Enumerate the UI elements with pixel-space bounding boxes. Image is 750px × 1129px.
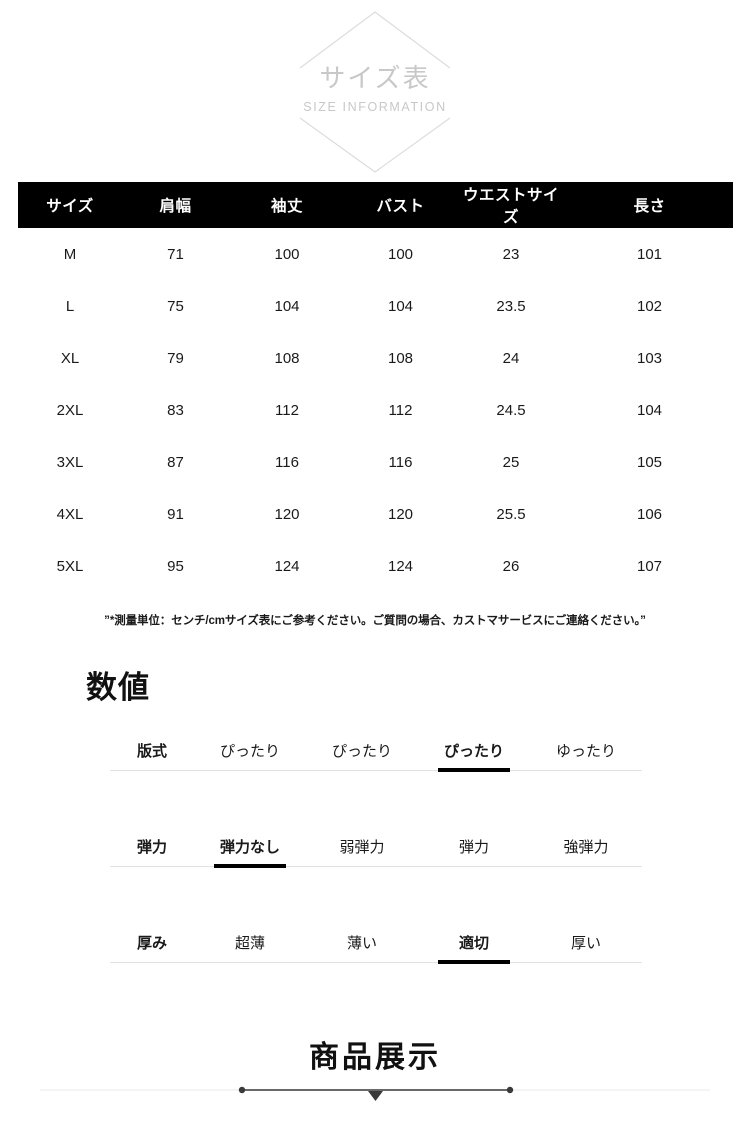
size-value-cell: 100	[274, 245, 300, 263]
size-value-cell: 26	[502, 557, 520, 575]
size-value-cell: 95	[167, 557, 184, 575]
size-value-cell: 24.5	[496, 401, 526, 419]
attribute-option[interactable]: 弱弾力	[339, 839, 385, 856]
size-value-cell: 71	[167, 245, 184, 263]
size-label-cell: 4XL	[56, 505, 84, 523]
size-value-cell: 100	[387, 245, 414, 263]
attribute-options: 厚み 超薄 薄い 適切 厚い	[110, 922, 642, 958]
size-value-cell: 105	[636, 453, 663, 471]
size-value-cell: 124	[387, 557, 414, 575]
attribute-option[interactable]: ぴったり	[331, 743, 392, 760]
numeric-attribute-block: 版式 ぴったり ぴったり ぴったり ゆったり弾力 弾力なし 弱弾力 弾力 強弾力厚み 超薄 薄い 適切…	[110, 730, 642, 1018]
attribute-row-divider	[110, 962, 642, 963]
size-table: サイズ 肩幅 袖丈 バスト ウエストサイズ 長さ M 71 100 100 23 101 L 75 104…	[18, 182, 733, 592]
attribute-row: 厚み 超薄 薄い 適切 厚い	[110, 922, 642, 1018]
size-value-cell: 103	[636, 349, 663, 367]
size-value-cell: 104	[274, 297, 300, 315]
attribute-options: 版式 ぴったり ぴったり ぴったり ゆったり	[110, 730, 642, 766]
size-value-cell: 25.5	[496, 505, 526, 523]
attribute-label: 厚み	[136, 935, 167, 952]
size-value-cell: 120	[387, 505, 414, 523]
table-row: 3XL 87 116 116 25 105	[18, 436, 733, 488]
attribute-option[interactable]: ぴったり	[219, 743, 280, 760]
attribute-option[interactable]: ゆったり	[555, 743, 616, 760]
attribute-row: 版式 ぴったり ぴったり ぴったり ゆったり	[110, 730, 642, 826]
size-value-cell: 108	[274, 349, 300, 367]
size-value-cell: 101	[636, 245, 663, 263]
size-value-cell: 91	[167, 505, 184, 523]
attribute-row-divider	[110, 866, 642, 867]
size-table-col-header: 長さ	[633, 198, 666, 215]
table-row: XL 79 108 108 24 103	[18, 332, 733, 384]
size-value-cell: 87	[167, 453, 184, 471]
attribute-option[interactable]: 厚い	[570, 935, 601, 952]
product-display-title: 商品展示	[309, 1041, 441, 1074]
size-value-cell: 112	[275, 401, 299, 419]
size-table-col-header: サイズ	[46, 198, 94, 215]
size-value-cell: 102	[636, 297, 663, 315]
size-label-cell: 2XL	[56, 401, 84, 419]
diamond-outline-icon	[299, 11, 451, 173]
size-value-cell: 112	[388, 401, 413, 419]
size-value-cell: 107	[636, 557, 663, 575]
size-value-cell: 116	[275, 453, 299, 471]
size-value-cell: 23.5	[496, 297, 526, 315]
size-value-cell: 79	[167, 349, 184, 367]
attribute-row: 弾力 弾力なし 弱弾力 弾力 強弾力	[110, 826, 642, 922]
attribute-option-selected[interactable]: 弾力なし	[194, 836, 306, 862]
size-value-cell: 24	[502, 349, 520, 367]
table-row: M 71 100 100 23 101	[18, 228, 733, 280]
table-row: 4XL 91 120 120 25.5 106	[18, 488, 733, 540]
attribute-option[interactable]: 弾力	[458, 839, 489, 856]
attribute-option[interactable]: 超薄	[234, 935, 265, 952]
attribute-label: 弾力	[136, 839, 167, 856]
numeric-section-heading: 数値	[86, 670, 150, 705]
attribute-option-selected[interactable]: 適切	[418, 932, 530, 958]
decorative-divider-icon	[40, 1086, 710, 1101]
attribute-option[interactable]: 薄い	[346, 935, 377, 952]
size-table-footnote: ”*測量単位：センチ/cmサイズ表にご参考ください。ご質問の場合、カストマサービ…	[104, 615, 646, 627]
size-table-col-header: 袖丈	[270, 198, 303, 215]
size-label-cell: 3XL	[56, 453, 84, 471]
size-value-cell: 25	[502, 453, 520, 471]
size-label-cell: XL	[60, 349, 80, 367]
size-table-body: M 71 100 100 23 101 L 75 104 104 23.5 102 XL 79 108 108…	[18, 228, 733, 592]
size-table-col-header: 肩幅	[159, 198, 192, 215]
size-value-cell: 116	[388, 453, 413, 471]
size-value-cell: 75	[167, 297, 184, 315]
size-value-cell: 83	[167, 401, 184, 419]
attribute-option[interactable]: 強弾力	[563, 839, 609, 856]
size-value-cell: 23	[502, 245, 520, 263]
attribute-options: 弾力 弾力なし 弱弾力 弾力 強弾力	[110, 826, 642, 862]
size-label-cell: 5XL	[56, 557, 84, 575]
size-value-cell: 104	[636, 401, 663, 419]
table-row: L 75 104 104 23.5 102	[18, 280, 733, 332]
attribute-row-divider	[110, 770, 642, 771]
size-label-cell: M	[63, 245, 77, 263]
attribute-option-selected[interactable]: ぴったり	[418, 740, 530, 766]
size-banner: サイズ表 SIZE INFORMATION	[0, 0, 750, 176]
table-row: 2XL 83 112 112 24.5 104	[18, 384, 733, 436]
size-value-cell: 104	[387, 297, 414, 315]
attribute-label: 版式	[136, 743, 167, 760]
size-value-cell: 108	[387, 349, 414, 367]
size-label-cell: L	[65, 297, 75, 315]
size-table-header-row: サイズ 肩幅 袖丈 バスト ウエストサイズ 長さ	[18, 182, 733, 228]
size-table-col-header: バスト	[376, 198, 425, 215]
size-value-cell: 106	[636, 505, 663, 523]
size-value-cell: 124	[274, 557, 300, 575]
size-value-cell: 120	[274, 505, 300, 523]
size-table-col-header: ウエストサイズ	[462, 187, 559, 226]
table-row: 5XL 95 124 124 26 107	[18, 540, 733, 592]
